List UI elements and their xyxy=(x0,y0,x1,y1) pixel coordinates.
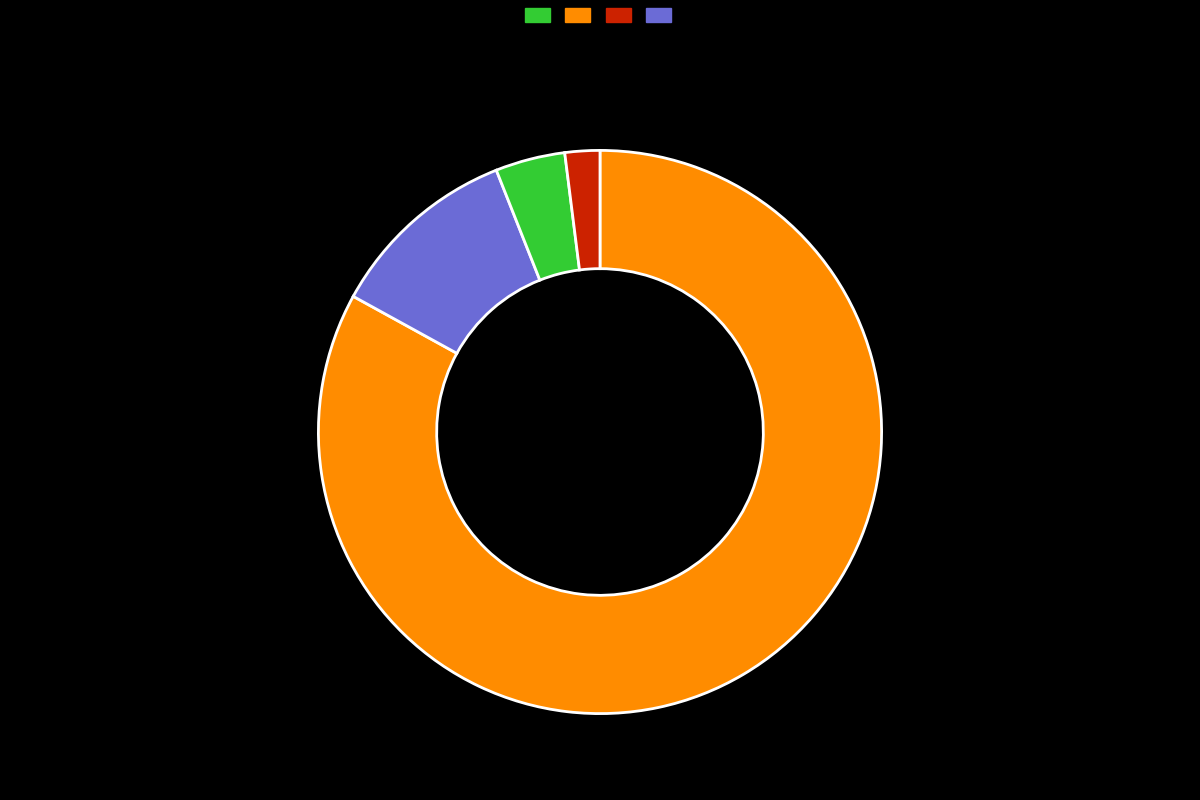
Wedge shape xyxy=(565,150,600,270)
Wedge shape xyxy=(497,153,580,280)
Wedge shape xyxy=(353,170,540,354)
Wedge shape xyxy=(318,150,882,714)
Legend: , , , : , , , xyxy=(520,2,680,28)
